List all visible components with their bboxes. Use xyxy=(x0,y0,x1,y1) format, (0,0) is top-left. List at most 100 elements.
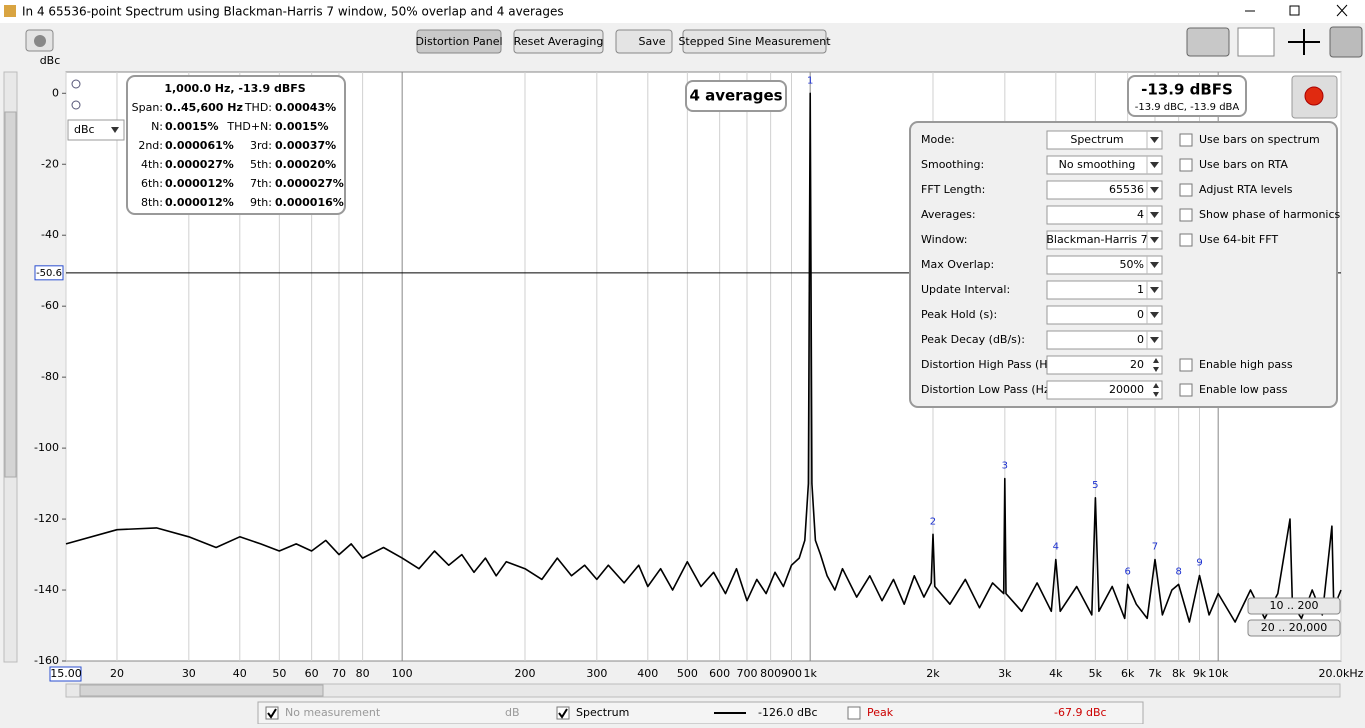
harmonic-label: 8 xyxy=(1175,566,1181,577)
toolbar-button[interactable] xyxy=(682,29,827,54)
setting-field[interactable] xyxy=(1046,355,1163,375)
setting-value: 65536 xyxy=(1109,183,1144,196)
x-tick-label: 60 xyxy=(305,667,319,680)
settings-rows: Mode: Spectrum Use bars on spectrum Smoothi… xyxy=(921,130,1341,400)
range-button-label: 10 .. 200 xyxy=(1270,599,1319,612)
setting-field[interactable] xyxy=(1046,380,1163,400)
averages-text: 4 averages xyxy=(689,87,782,105)
spectrum-trace xyxy=(65,92,1342,623)
harmonic-label: 6 xyxy=(1124,566,1130,577)
zoom-in-icon[interactable] xyxy=(71,79,81,89)
x-tick-label: 4k xyxy=(1049,667,1063,680)
dropdown-arrow[interactable] xyxy=(1150,287,1159,293)
info-label: Span: xyxy=(132,101,163,114)
x-tick-label: 7k xyxy=(1148,667,1162,680)
vertical-scroll-thumb[interactable] xyxy=(4,111,17,478)
checkbox[interactable] xyxy=(847,706,861,720)
info-label: 7th: xyxy=(250,177,272,190)
title-bar xyxy=(0,0,1365,23)
info-value: 0.000012% xyxy=(165,196,234,209)
range-button[interactable] xyxy=(1247,597,1341,615)
unit-select[interactable] xyxy=(67,119,125,141)
toolbar-button-label: Save xyxy=(638,35,665,48)
legend-peak-value: -67.9 dBc xyxy=(1054,706,1107,719)
horizontal-scroll-thumb[interactable] xyxy=(79,684,324,697)
setting-field[interactable] xyxy=(1046,205,1163,225)
setting-value: 1 xyxy=(1137,283,1144,296)
zoom-out-icon[interactable] xyxy=(71,100,81,110)
spinner[interactable] xyxy=(1153,383,1159,397)
setting-field[interactable] xyxy=(1046,255,1163,275)
layout-button[interactable] xyxy=(1186,27,1230,57)
info-label: 8th: xyxy=(141,196,163,209)
setting-label: Mode: xyxy=(921,133,955,146)
setting-label: Window: xyxy=(921,233,967,246)
checkbox[interactable] xyxy=(1179,358,1193,372)
checkbox[interactable] xyxy=(1179,133,1193,147)
x-tick-label: 700 xyxy=(736,667,757,680)
dynamic-layer: Distortion Panel Reset Averaging Save Stepp… xyxy=(34,29,1364,720)
camera-icon xyxy=(34,35,46,47)
y-tick-label: -80 xyxy=(41,370,59,383)
dropdown-arrow[interactable] xyxy=(1150,137,1159,143)
setting-field[interactable] xyxy=(1046,305,1163,325)
range-button[interactable] xyxy=(1247,619,1341,637)
dropdown-arrow[interactable] xyxy=(1150,162,1159,168)
checkbox[interactable] xyxy=(1179,158,1193,172)
setting-value: Blackman-Harris 7 xyxy=(1046,233,1147,246)
setting-option: Adjust RTA levels xyxy=(1199,183,1293,196)
dropdown-arrow[interactable] xyxy=(1150,237,1159,243)
checkbox[interactable] xyxy=(1179,383,1193,397)
info-value: 0.00037% xyxy=(275,139,336,152)
info-label: 2nd: xyxy=(138,139,163,152)
grid-button[interactable] xyxy=(1237,27,1275,57)
level-sub: -13.9 dBC, -13.9 dBA xyxy=(1135,102,1240,113)
y-tick-label: -120 xyxy=(34,512,59,525)
toolbar-button[interactable] xyxy=(615,29,673,54)
harmonic-label: 5 xyxy=(1092,480,1098,491)
y-tick-label: -160 xyxy=(34,654,59,667)
x-tick-label: 30 xyxy=(182,667,196,680)
info-label: N: xyxy=(151,120,163,133)
legend-spectrum-value: -126.0 dBc xyxy=(758,706,818,719)
dropdown-arrow[interactable] xyxy=(1150,212,1159,218)
setting-field[interactable] xyxy=(1046,330,1163,350)
setting-field[interactable] xyxy=(1046,130,1163,150)
dropdown-arrow[interactable] xyxy=(1150,262,1159,268)
spinner[interactable] xyxy=(1153,358,1159,372)
toolbar-button[interactable] xyxy=(513,29,604,54)
x-tick-label: 100 xyxy=(392,667,413,680)
setting-label: Averages: xyxy=(921,208,976,221)
level-main: -13.9 dBFS xyxy=(1141,81,1233,99)
restore-button[interactable] xyxy=(1289,5,1300,16)
checkbox[interactable] xyxy=(1179,233,1193,247)
fit-button[interactable] xyxy=(1288,29,1320,55)
setting-value: 0 xyxy=(1137,333,1144,346)
x-tick-label: 500 xyxy=(677,667,698,680)
y-axis-label: dBc xyxy=(40,54,61,67)
setting-value: 50% xyxy=(1120,258,1144,271)
checkbox[interactable] xyxy=(1179,183,1193,197)
dropdown-arrow[interactable] xyxy=(1150,187,1159,193)
x-tick-label: 9k xyxy=(1193,667,1207,680)
setting-label: Max Overlap: xyxy=(921,258,994,271)
horizontal-scrollbar[interactable] xyxy=(65,683,1341,698)
distortion-header: 1,000.0 Hz, -13.9 dBFS xyxy=(164,82,305,95)
x-tick-label: 20.0kHz xyxy=(1319,667,1364,680)
dropdown-arrow[interactable] xyxy=(1150,312,1159,318)
dropdown-arrow[interactable] xyxy=(1150,337,1159,343)
setting-field[interactable] xyxy=(1046,155,1163,175)
settings-button[interactable] xyxy=(1329,26,1363,58)
checkbox[interactable] xyxy=(1179,208,1193,222)
setting-field[interactable] xyxy=(1046,230,1163,250)
setting-field[interactable] xyxy=(1046,180,1163,200)
checkmark xyxy=(267,708,277,719)
setting-field[interactable] xyxy=(1046,280,1163,300)
close-button[interactable] xyxy=(1336,4,1348,17)
harmonic-label: 7 xyxy=(1152,542,1158,553)
toolbar-button[interactable] xyxy=(416,29,502,54)
info-value: 0.000027% xyxy=(275,177,344,190)
x-tick-label: 1k xyxy=(803,667,817,680)
